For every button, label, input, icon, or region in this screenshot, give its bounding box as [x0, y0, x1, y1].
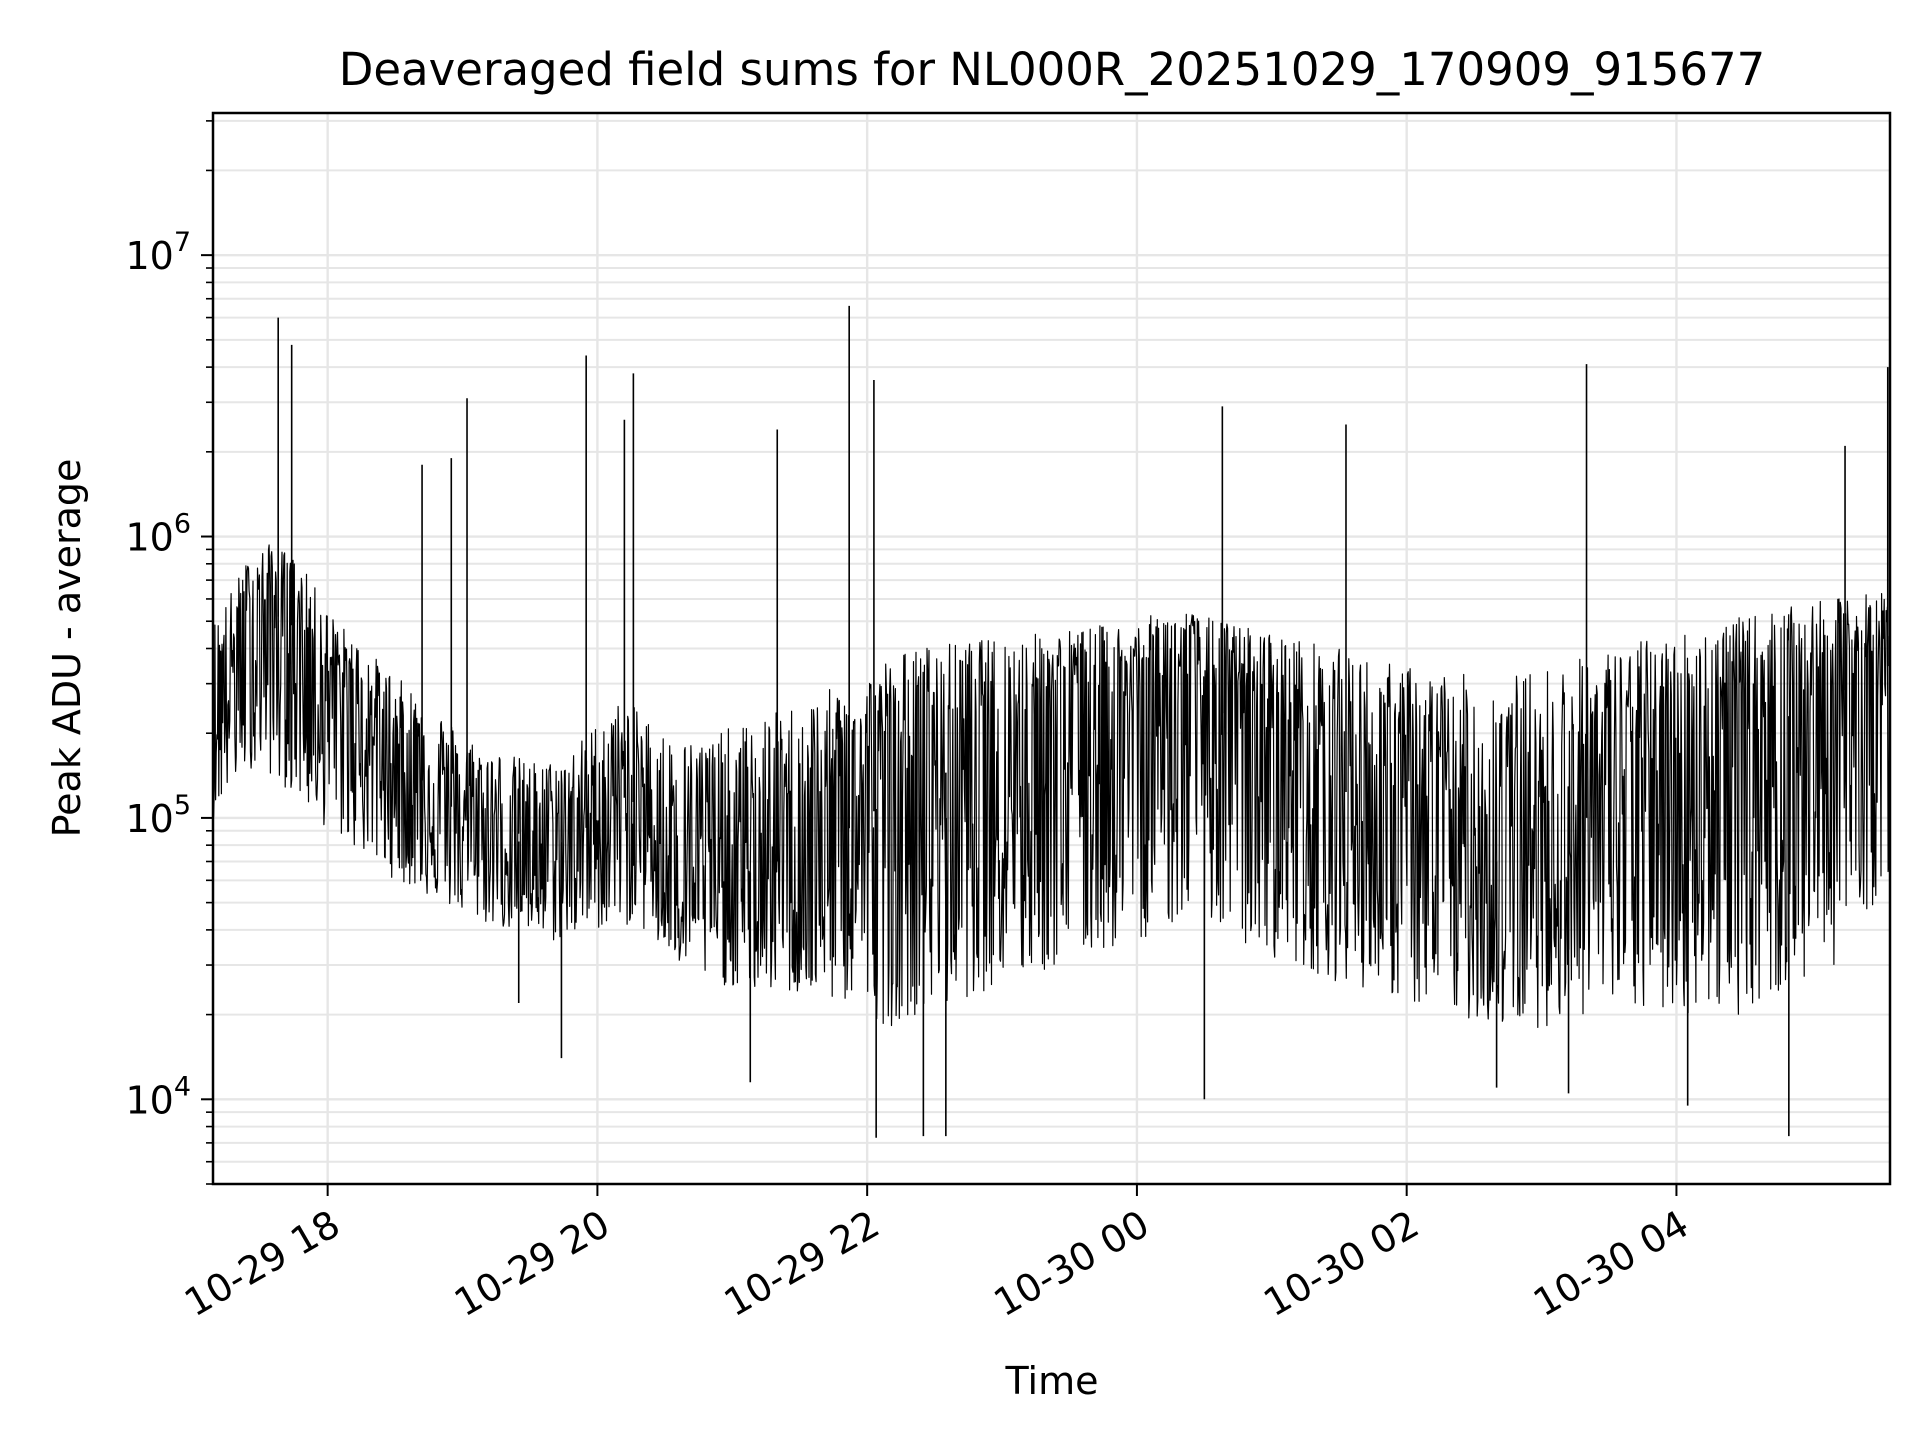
y-axis: 104 105 106 107 — [125, 120, 213, 1185]
series-line — [212, 544, 1891, 1028]
y-tick-label: 106 — [125, 509, 191, 560]
y-tick-label: 107 — [125, 227, 191, 278]
y-tick-label: 104 — [125, 1071, 191, 1122]
y-tick-label: 105 — [125, 790, 191, 841]
x-axis-label: Time — [1005, 1359, 1099, 1403]
chart-title: Deaveraged field sums for NL000R_2025102… — [339, 43, 1766, 96]
y-axis-label: Peak ADU - average — [45, 459, 89, 838]
plot-series — [212, 305, 1891, 1138]
